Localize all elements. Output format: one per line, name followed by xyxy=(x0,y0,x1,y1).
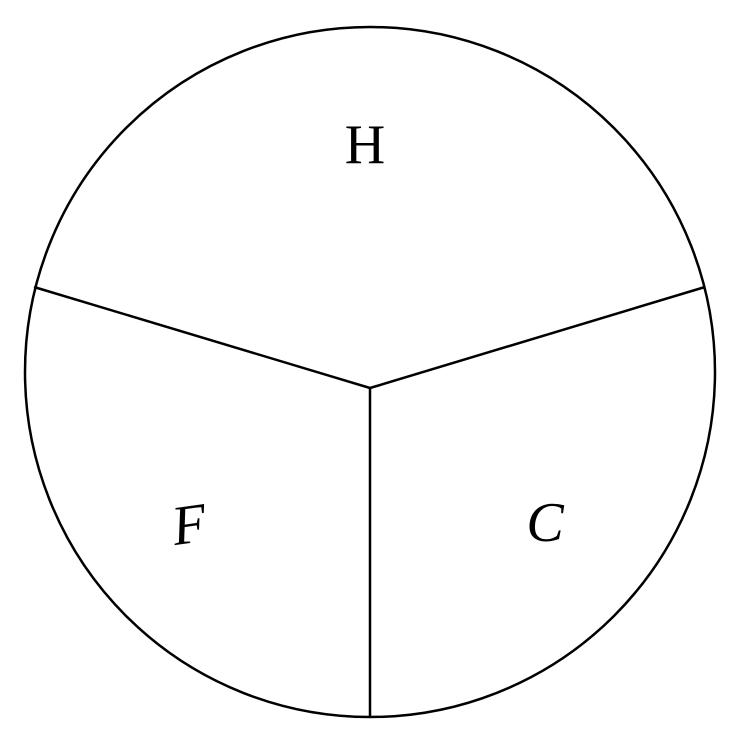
three-sector-circle-diagram: HFC xyxy=(0,0,742,738)
sector-label-h: H xyxy=(345,114,385,176)
sector-label-c: C xyxy=(526,492,564,554)
